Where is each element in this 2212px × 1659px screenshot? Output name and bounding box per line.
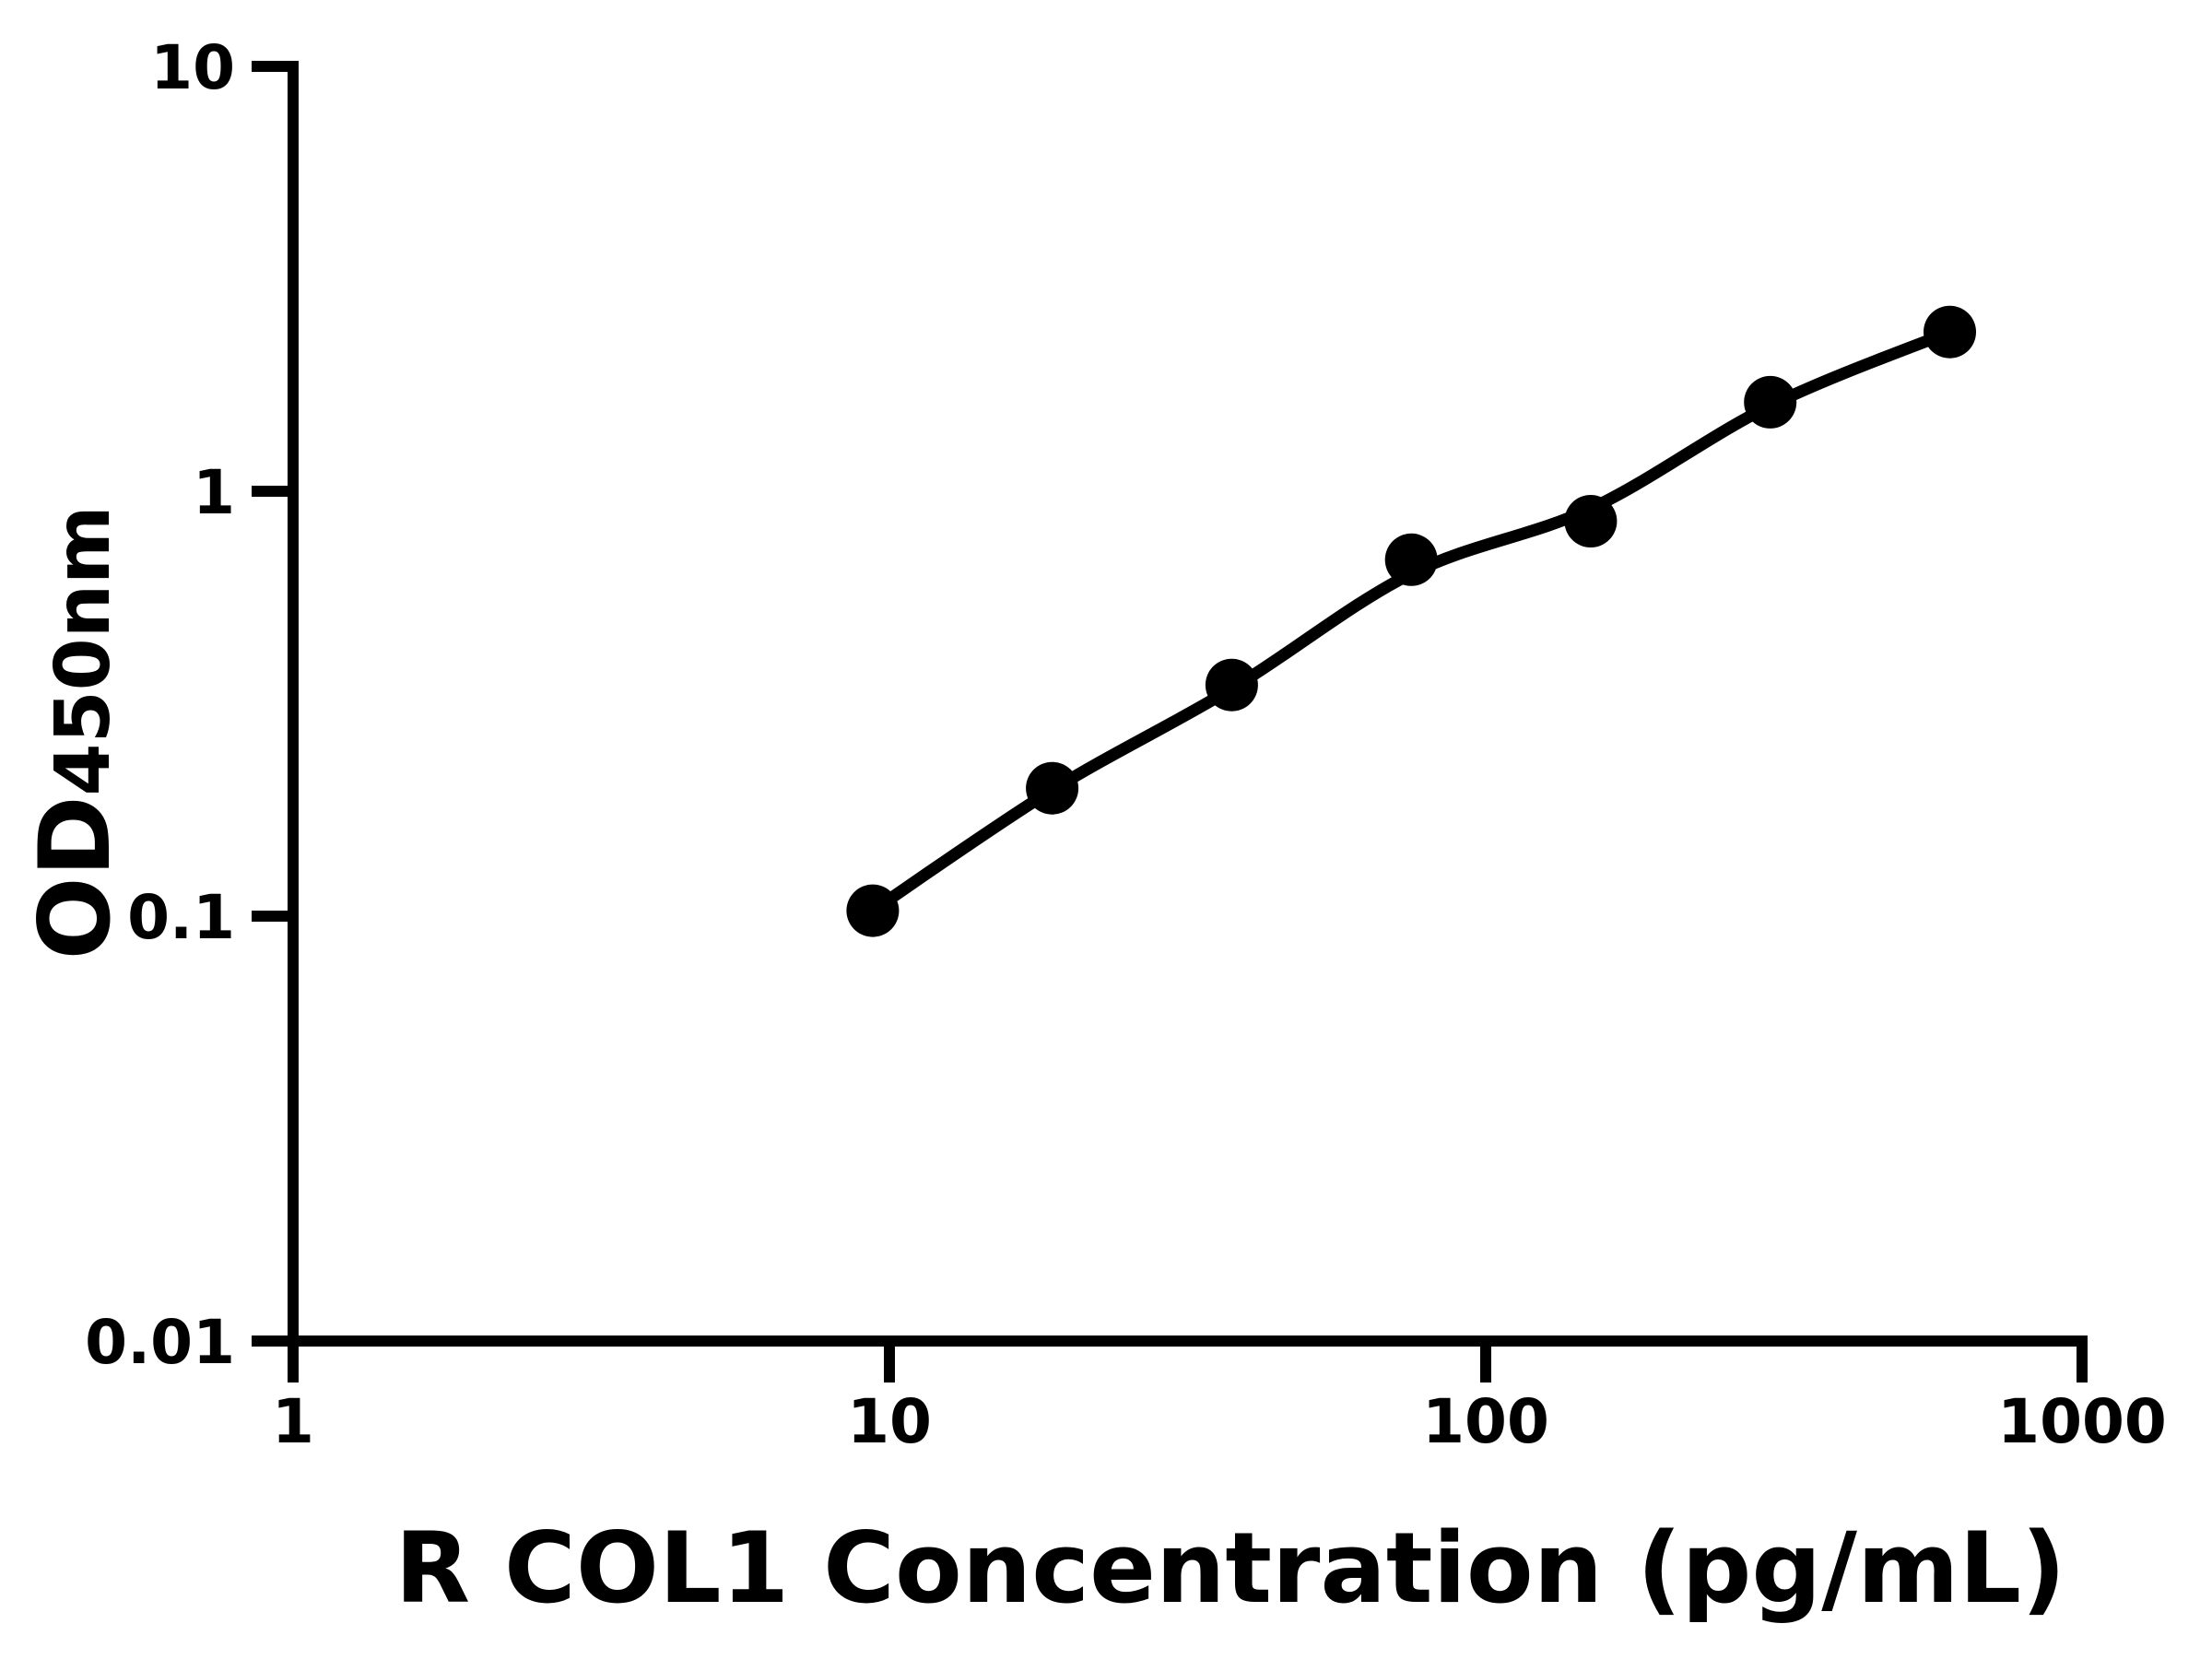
y-axis-title-main: OD: [18, 795, 132, 959]
y-axis-title-subscript: 450nm: [40, 505, 127, 795]
data-point: [1564, 495, 1618, 547]
y-tick-label: 1: [193, 457, 235, 528]
data-point: [1744, 375, 1797, 429]
x-axis-title: R COL1 Concentration (pg/mL): [395, 1512, 2066, 1625]
data-point: [1026, 761, 1079, 815]
y-tick-label: 10: [150, 32, 235, 103]
y-axis-title: OD450nm: [18, 505, 132, 959]
x-tick-label: 1000: [1997, 1386, 2167, 1457]
data-point: [1205, 658, 1258, 712]
x-tick-label: 1: [272, 1386, 314, 1457]
data-series: [846, 305, 1976, 937]
y-tick-label: 0.1: [127, 882, 235, 953]
y-tick-label: 0.01: [85, 1307, 235, 1378]
x-tick-label: 100: [1422, 1386, 1549, 1457]
x-tick-label: 10: [847, 1386, 932, 1457]
data-point: [1924, 305, 1976, 359]
data-point: [846, 884, 900, 937]
data-point: [1384, 533, 1438, 586]
axes: 0.01 0.1 1 10 1 10 100 1000: [85, 32, 2167, 1457]
